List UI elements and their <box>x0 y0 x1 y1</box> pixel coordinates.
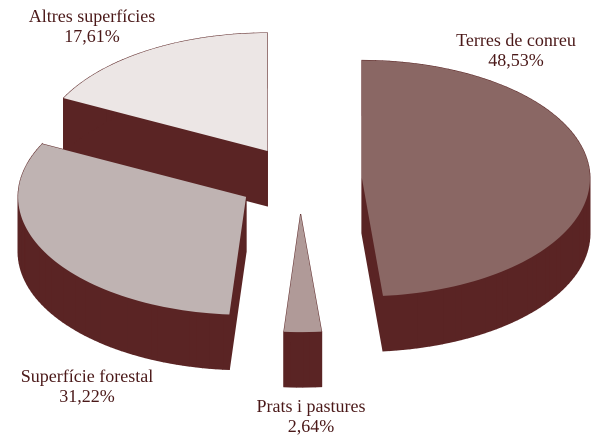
slice-wall <box>460 282 468 341</box>
slice-wall <box>195 311 203 369</box>
slice-wall <box>442 286 450 345</box>
slice-wall <box>188 310 197 368</box>
slice-wall <box>70 271 76 331</box>
slice-wall <box>531 253 537 314</box>
slice-wall <box>104 288 111 348</box>
slice-wall <box>539 248 546 308</box>
slice-wall <box>54 260 60 321</box>
slice-wall <box>484 275 492 334</box>
slice-wall <box>501 268 508 328</box>
slice-wall <box>448 285 456 344</box>
slice-wall <box>548 242 553 303</box>
slice-wall <box>138 300 146 359</box>
slice <box>18 143 247 315</box>
slice-wall <box>62 265 68 326</box>
slice-wall <box>109 290 117 350</box>
slice <box>63 32 268 151</box>
slice-wall <box>79 276 86 336</box>
slice-label: Prats i pastures <box>257 396 366 416</box>
slice-wall <box>308 331 316 388</box>
slice-wall <box>429 289 437 347</box>
slice-wall <box>93 284 101 344</box>
slice-wall <box>215 313 224 370</box>
slice-wall <box>289 331 297 388</box>
slice-wall <box>521 258 528 319</box>
slice-wall <box>314 331 323 388</box>
slice-wall <box>544 245 550 305</box>
slice-group <box>63 32 268 207</box>
slice-wall <box>435 288 444 346</box>
value-label: 48,53% <box>488 50 544 70</box>
slice-wall <box>84 279 90 339</box>
slice-wall <box>526 256 533 316</box>
slice-wall <box>175 308 184 366</box>
value-label: 31,22% <box>59 386 115 406</box>
slice-wall <box>88 281 95 341</box>
slice-wall <box>454 283 462 342</box>
slice-wall <box>416 291 424 349</box>
slice-wall <box>516 261 523 321</box>
slice-wall <box>132 298 140 357</box>
slice-group <box>361 59 591 352</box>
slice-wall <box>495 270 503 330</box>
slice-wall <box>472 278 480 338</box>
slice-wall <box>156 304 164 363</box>
slice-wall <box>422 290 431 348</box>
slice-wall <box>389 294 397 352</box>
slice-wall <box>402 293 411 351</box>
slice-wall <box>66 268 72 329</box>
slice <box>283 214 322 333</box>
slice-wall <box>382 295 391 352</box>
slice-wall <box>150 303 158 362</box>
slice-wall <box>506 266 513 326</box>
slice-wall <box>120 294 128 354</box>
slice <box>361 60 590 296</box>
slice-wall <box>169 307 177 365</box>
slice-wall <box>126 296 134 355</box>
slice-wall <box>395 293 404 351</box>
slice-group <box>17 142 247 371</box>
slice-label: Altres superfícies <box>29 6 155 26</box>
slice-label: Superfície forestal <box>21 366 153 386</box>
slice-wall <box>490 273 497 332</box>
slice-group <box>283 214 323 388</box>
value-label: 2,64% <box>288 416 335 435</box>
slice-wall <box>511 263 518 323</box>
slice-wall <box>50 257 56 318</box>
slice-wall <box>115 292 122 352</box>
slice-label: Terres de conreu <box>456 30 576 50</box>
slice-wall <box>58 263 64 323</box>
slice-wall <box>47 254 52 315</box>
slice-wall <box>551 239 557 300</box>
slice-wall <box>478 277 486 336</box>
slice-wall <box>201 312 210 369</box>
slice-wall <box>162 306 171 364</box>
slice-wall <box>99 286 106 346</box>
slice-wall <box>535 250 541 311</box>
slice-wall <box>409 292 418 350</box>
slice-wall <box>144 301 152 360</box>
slice-wall <box>208 312 217 370</box>
slice-wall <box>295 331 304 388</box>
value-label: 17,61% <box>64 26 120 46</box>
slice-wall <box>182 309 190 367</box>
slice-wall <box>555 236 561 297</box>
slice-wall <box>302 331 310 388</box>
slice-wall <box>74 274 81 334</box>
slice-wall <box>222 313 230 371</box>
slice-wall <box>466 280 474 339</box>
